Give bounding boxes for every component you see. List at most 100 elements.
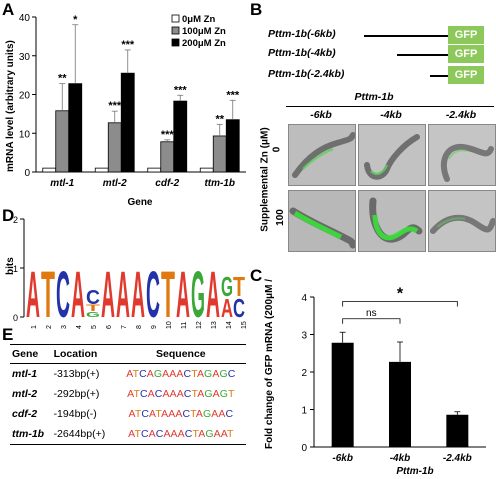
panel-letter-d: D [2,206,15,225]
micrograph-0zn-2-4kb [428,124,496,186]
category-label: -2.4kb [443,453,472,464]
y-tick-label: 0 [301,443,307,454]
bar-cdf-2-2 [173,100,188,173]
table-row: ttm-1b -2644bp(+) ATCACAAACTAGAAT [10,424,246,445]
construct-label: Pttm-1b(-2.4kb) [268,68,345,80]
construct-row: Pttm-1b(-6kb) GFP [268,26,490,44]
row-label: 0 [271,146,283,153]
y-tick-label: 40 [19,13,31,24]
micrograph-0zn-6kb [288,124,356,186]
table-row: mtl-1 -313bp(+) ATCAGAAACTAGAGC [10,364,246,385]
chart-a-ylabel: mRNA level (arbitrary units) [5,40,16,172]
significance-label: * [73,14,78,26]
logo-position-label: 1 [31,325,38,329]
bar-mtl-2-2 [120,72,135,173]
chart-c-xlabel: Pttm-1b [396,466,433,477]
logo-position-label: 15 [241,321,248,329]
bar-mtl-1-1 [55,110,70,173]
y-tick-label: 4 [301,293,307,304]
significance-label: ** [58,73,67,85]
y-tick-label: 10 [19,129,31,140]
svg-text:C: C [56,257,70,331]
svg-text:G: G [221,271,233,302]
svg-text:G: G [86,312,101,319]
significance-label: ** [215,113,224,125]
column-label: -6kb [310,109,332,121]
bar-mtl-2-0 [94,167,109,173]
comparison-label: ns [366,308,377,319]
construct-row: Pttm-1b(-4kb) GFP [268,45,490,63]
svg-text:T: T [86,303,101,313]
y-tick-label: 2 [301,368,307,379]
micrograph-100zn-6kb [288,190,356,252]
legend-label: 100μM Zn [182,26,226,37]
y-tick-label: 30 [19,52,31,63]
svg-text:A: A [116,257,130,331]
sequence-cell: ATCACAAACTAGAAT [115,424,246,445]
promoter-line [397,54,448,56]
column-label: -2.4kb [445,109,477,121]
micrograph-header: Pttm-1b [354,91,394,103]
mrna-level-bar-chart: mRNA level (arbitrary units) Gene 0 10 20 3… [5,13,246,208]
category-label: ttm-1b [204,178,235,189]
chart-c-ylabel: Fold change of GFP mRNA (200μM / 0μM Zn) [264,279,275,449]
significance-label: *** [161,129,175,141]
construct-label: Pttm-1b(-4kb) [268,47,336,59]
legend-swatch [171,14,180,23]
gene-cell: cdf-2 [12,408,38,420]
comparison-label: * [397,286,404,303]
micrograph-100zn-2-4kb [428,190,496,252]
svg-text:A: A [26,257,40,331]
gfp-box: GFP [448,45,484,63]
motif-table: Gene Location Sequence mtl-1 -313bp(+) ATC… [10,344,246,445]
table-header: Sequence [115,344,246,364]
construct-label: Pttm-1b(-6kb) [268,28,336,40]
micrograph-0zn-4kb [358,124,426,186]
svg-text:C: C [146,257,160,331]
table-header: Location [51,344,116,364]
svg-text:A: A [206,257,220,331]
logo-ytick: 1 [13,264,18,274]
sequence-cell: ATCACAAACTAGAGT [127,388,235,400]
panel-letter-c: C [250,266,263,285]
bar-cdf-2-1 [160,141,175,173]
category-label: cdf-2 [155,178,179,189]
logo-position-label: 6 [106,325,113,329]
construct-row: Pttm-1b(-2.4kb) GFP [268,66,490,84]
svg-text:T: T [233,271,245,302]
logo-position-label: 2 [46,325,53,329]
logo-ylabel: bits [5,257,16,275]
table-header: Gene [10,344,52,364]
category-label: -4kb [390,453,411,464]
location-cell: -313bp(+) [53,368,100,380]
svg-text:A: A [131,257,145,331]
logo-position-label: 4 [76,325,83,329]
category-label: mtl-2 [103,178,127,189]
micrograph-grid: Pttm-1b -6kb -4kb -2.4kb Supplemental Zn… [252,88,496,268]
logo-position-label: 7 [121,325,128,329]
location-cell: -292bp(+) [53,388,100,400]
logo-position-label: 10 [166,321,173,329]
category-label: mtl-1 [50,178,74,189]
micrograph-header-rule [286,106,494,107]
bar-mtl-2-1 [107,122,122,173]
legend-swatch [171,26,180,35]
location-cell: -194bp(-) [53,408,97,420]
svg-text:C: C [86,287,100,309]
gene-cell: ttm-1b [10,424,52,445]
bar-cdf-2-0 [147,167,162,173]
chart-a-xlabel: Gene [127,197,152,208]
legend-label: 200μM Zn [182,38,226,49]
svg-text:A: A [176,257,190,331]
bar-mtl-1-0 [42,167,57,173]
comparison-bracket [342,318,401,324]
significance-label: *** [174,84,188,96]
panel-letter-e: E [2,325,14,344]
column-label: -4kb [380,109,402,121]
location-cell: -2644bp(+) [51,424,116,445]
table-row: cdf-2 -194bp(-) ATCATAAACTAGAAC [10,404,246,424]
legend-swatch [171,38,180,47]
gfp-fold-change-chart: Fold change of GFP mRNA (200μM / 0μM Zn)… [264,279,486,477]
gene-cell: mtl-2 [12,388,38,400]
table-row: mtl-2 -292bp(+) ATCACAAACTAGAGT [10,384,246,404]
